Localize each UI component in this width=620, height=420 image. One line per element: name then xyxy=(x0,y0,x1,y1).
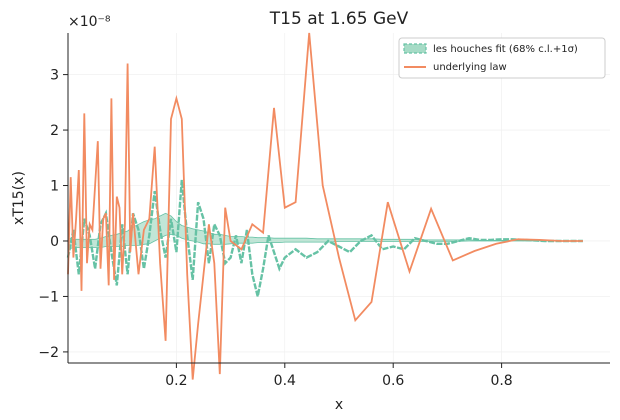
axes xyxy=(67,33,610,364)
y-tick-label-5: 3 xyxy=(50,68,59,84)
x-tick-label-2: 0.6 xyxy=(382,373,404,389)
ticks: 0.2 0.4 0.6 0.8 −2 −1 0 1 2 3 xyxy=(38,68,512,389)
fit-central-line xyxy=(66,179,583,297)
underlying-law-line xyxy=(67,32,583,380)
legend-label-fit: les houches fit (68% c.l.+1σ) xyxy=(433,44,578,55)
grid xyxy=(68,33,610,363)
legend-label-law: underlying law xyxy=(433,62,507,73)
y-tick-label-3: 1 xyxy=(50,179,59,195)
x-tick-label-3: 0.8 xyxy=(490,373,512,389)
x-axis-label: x xyxy=(335,397,343,413)
x-tick-label-1: 0.4 xyxy=(274,373,296,389)
y-tick-label-0: −2 xyxy=(38,345,59,361)
legend-box xyxy=(398,37,606,79)
y-scale-multiplier: ×10⁻⁸ xyxy=(68,14,111,30)
series-lines xyxy=(66,32,583,380)
legend: les houches fit (68% c.l.+1σ) underlying… xyxy=(398,37,606,79)
x-tick-label-0: 0.2 xyxy=(165,373,187,389)
y-axis-label: xT15(x) xyxy=(11,171,27,225)
legend-swatch-fit xyxy=(403,43,427,54)
y-tick-label-1: −1 xyxy=(38,289,59,305)
y-tick-label-2: 0 xyxy=(50,234,59,250)
chart-title: T15 at 1.65 GeV xyxy=(269,9,409,29)
y-tick-label-4: 2 xyxy=(50,123,59,139)
